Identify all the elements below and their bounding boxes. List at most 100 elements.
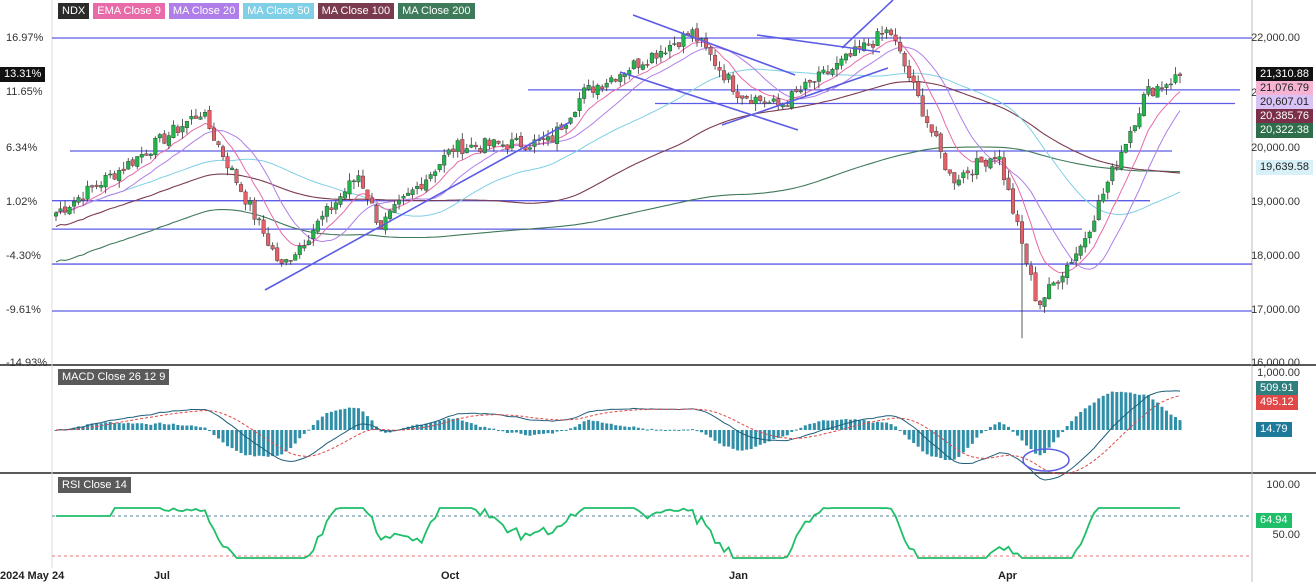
candle-body bbox=[433, 171, 438, 176]
candle-body bbox=[121, 168, 126, 171]
candle-body bbox=[311, 230, 316, 239]
candle-body bbox=[979, 156, 984, 163]
percent-tick-label: 6.34% bbox=[6, 142, 38, 154]
macd-histogram-bar bbox=[808, 423, 812, 430]
macd-histogram-bar bbox=[221, 430, 225, 443]
macd-histogram-bar bbox=[510, 430, 514, 433]
candle-body bbox=[672, 43, 677, 45]
macd-histogram-bar bbox=[248, 430, 252, 455]
candle-body bbox=[347, 180, 352, 195]
macd-histogram-bar bbox=[469, 423, 473, 430]
current-percent-badge: 13.31% bbox=[0, 67, 46, 82]
macd-histogram-bar bbox=[99, 423, 103, 430]
price-badge: 20,322.38 bbox=[1256, 123, 1313, 138]
candle-body bbox=[207, 110, 212, 129]
macd-histogram-bar bbox=[763, 430, 767, 444]
macd-histogram-bar bbox=[1065, 426, 1069, 430]
candle-body bbox=[1155, 86, 1160, 98]
macd-histogram-bar bbox=[1133, 393, 1137, 430]
legend-item[interactable]: MA Close 100 bbox=[317, 3, 395, 19]
candle-body bbox=[740, 95, 745, 99]
macd-histogram-bar bbox=[876, 421, 880, 430]
ma20-line bbox=[55, 46, 1181, 270]
candle-body bbox=[1069, 262, 1074, 264]
candle-body bbox=[604, 82, 609, 88]
candle-body bbox=[333, 202, 338, 210]
macd-histogram-bar bbox=[433, 421, 437, 430]
legend-item[interactable]: EMA Close 9 bbox=[93, 3, 165, 19]
macd-histogram-bar bbox=[104, 422, 108, 430]
candle-body bbox=[839, 58, 844, 66]
candle-body bbox=[866, 43, 871, 46]
macd-histogram-bar bbox=[325, 413, 329, 430]
macd-histogram-bar bbox=[573, 426, 577, 430]
candle-body bbox=[171, 124, 176, 138]
candle-body bbox=[202, 112, 207, 117]
candle-body bbox=[1020, 221, 1025, 244]
macd-histogram-bar bbox=[438, 420, 442, 430]
macd-histogram-bar bbox=[826, 420, 830, 430]
macd-histogram-bar bbox=[546, 430, 550, 434]
macd-histogram-bar bbox=[284, 430, 288, 452]
candle-body bbox=[965, 170, 970, 174]
candle-body bbox=[812, 81, 817, 83]
macd-histogram-bar bbox=[334, 410, 338, 430]
macd-histogram-bar bbox=[551, 430, 555, 434]
legend-item[interactable]: MA Close 200 bbox=[398, 3, 475, 19]
percent-tick-label: -14.93% bbox=[6, 357, 47, 369]
candle-body bbox=[216, 141, 221, 146]
candle-body bbox=[595, 84, 600, 95]
candle-body bbox=[392, 204, 397, 213]
candle-body bbox=[573, 112, 578, 117]
macd-histogram-bar bbox=[113, 423, 117, 430]
macd-histogram-bar bbox=[171, 423, 175, 430]
candle-body bbox=[1087, 231, 1092, 239]
macd-histogram-bar bbox=[654, 429, 658, 431]
macd-histogram-bar bbox=[239, 430, 243, 454]
percent-tick-label: 1.02% bbox=[6, 196, 38, 208]
candle-body bbox=[1074, 253, 1079, 261]
candle-body bbox=[952, 172, 957, 184]
candle-body bbox=[442, 155, 447, 166]
macd-histogram-bar bbox=[1088, 405, 1092, 430]
macd-histogram-bar bbox=[979, 430, 983, 434]
candle-body bbox=[76, 197, 81, 203]
candle-body bbox=[464, 148, 469, 154]
macd-histogram-bar bbox=[528, 430, 532, 436]
legend-item[interactable]: MA Close 20 bbox=[168, 3, 240, 19]
macd-histogram-bar bbox=[790, 430, 794, 432]
macd-histogram-bar bbox=[280, 430, 284, 455]
candle-body bbox=[275, 247, 280, 261]
candle-body bbox=[771, 98, 776, 102]
percent-tick-label: -9.61% bbox=[6, 304, 41, 316]
candle-body bbox=[90, 185, 95, 188]
rsi-tick-label: 100.00 bbox=[1266, 479, 1300, 491]
macd-histogram-bar bbox=[1047, 430, 1051, 448]
candle-body bbox=[419, 183, 424, 190]
trendline bbox=[619, 71, 799, 131]
candle-body bbox=[482, 138, 487, 153]
macd-histogram-bar bbox=[578, 424, 582, 430]
candle-body bbox=[184, 120, 189, 128]
macd-histogram-bar bbox=[329, 411, 333, 430]
candle-body bbox=[1132, 125, 1137, 131]
legend-item[interactable]: MA Close 50 bbox=[243, 3, 314, 19]
candle-body bbox=[94, 184, 99, 187]
legend-item[interactable]: NDX bbox=[58, 3, 90, 19]
macd-histogram-bar bbox=[794, 429, 798, 431]
macd-histogram-bar bbox=[131, 423, 135, 430]
candle-body bbox=[329, 207, 334, 210]
candle-body bbox=[694, 28, 699, 42]
candle-body bbox=[374, 205, 379, 223]
candle-body bbox=[884, 29, 889, 34]
candle-body bbox=[469, 144, 474, 148]
macd-histogram-bar bbox=[758, 430, 762, 445]
macd-histogram-bar bbox=[1110, 391, 1114, 430]
candle-body bbox=[99, 185, 104, 188]
price-tick-label: 22,000.00 bbox=[1251, 32, 1300, 44]
macd-histogram-bar bbox=[650, 428, 654, 430]
date-tick-label: Oct bbox=[441, 570, 460, 582]
candle-body bbox=[85, 185, 90, 200]
candle-body bbox=[767, 102, 772, 104]
